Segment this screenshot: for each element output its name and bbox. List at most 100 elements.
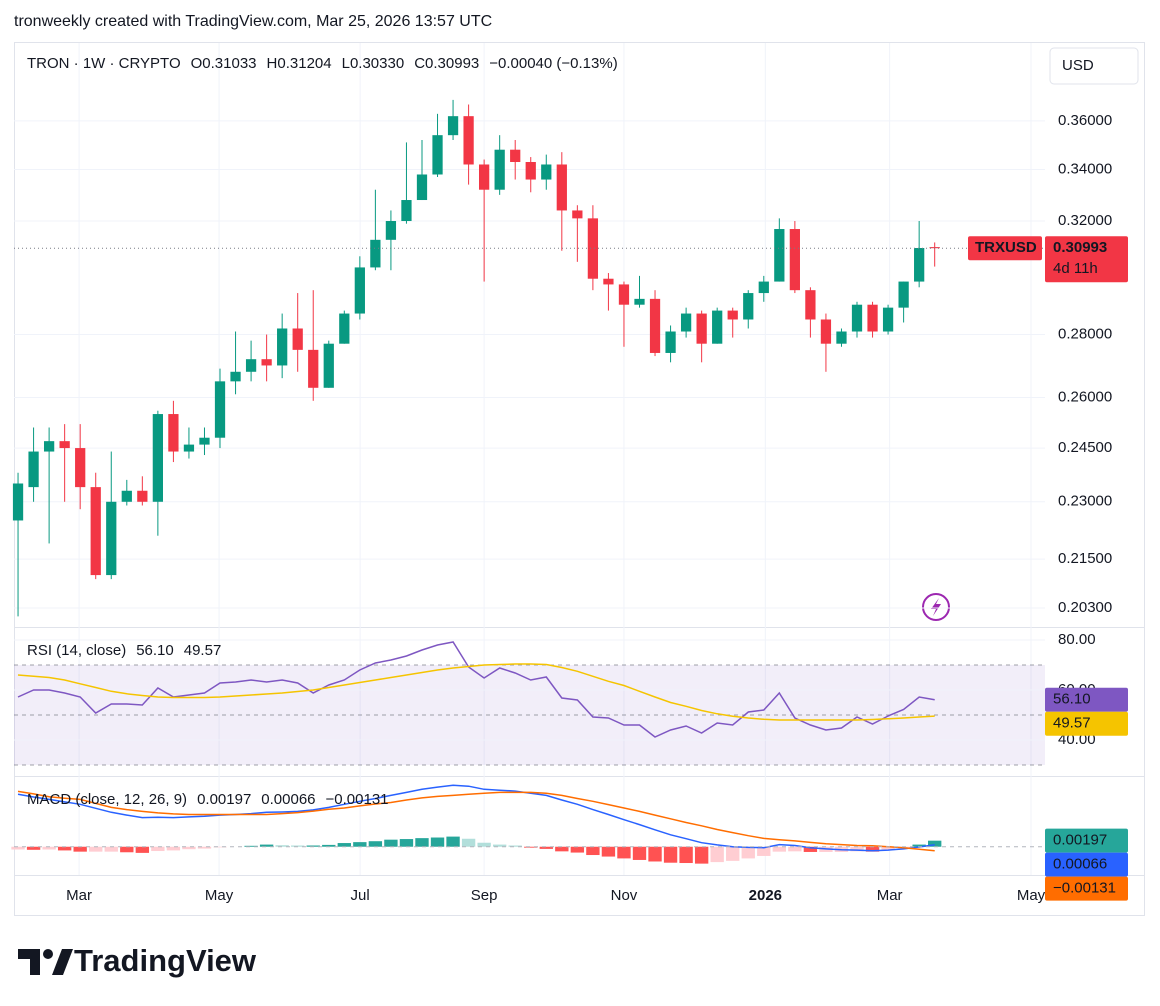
indicator-line — [17, 663, 935, 721]
indicator-line — [17, 784, 935, 852]
x-tick-label: May — [205, 887, 234, 904]
candle-body — [106, 501, 117, 576]
price-badge: 0.30993 — [1053, 239, 1107, 256]
candle-body — [401, 200, 412, 222]
candle-body — [867, 304, 878, 332]
candle-body — [214, 381, 226, 438]
candle-body — [183, 444, 195, 452]
legend-key: H — [267, 55, 278, 72]
y-tick-label: 0.24500 — [1058, 439, 1112, 456]
indicator-line — [17, 641, 935, 738]
histogram-bar — [461, 838, 476, 847]
candle-body — [510, 149, 521, 163]
candle-body — [805, 290, 816, 320]
x-tick-label: Jul — [351, 887, 370, 904]
histogram-bar — [120, 846, 134, 853]
y-tick-label: 0.28000 — [1058, 326, 1112, 343]
usd-button-box[interactable] — [1049, 47, 1139, 85]
legend-value: 56.10 — [136, 642, 174, 659]
y-tick-label: 0.32000 — [1058, 212, 1112, 229]
value-badge: −0.00131 — [1053, 880, 1116, 897]
histogram-bar — [477, 842, 491, 847]
candle-body — [882, 307, 894, 332]
x-tick-label: Nov — [611, 887, 638, 904]
histogram-bar — [182, 846, 196, 850]
value-badge: 49.57 — [1053, 715, 1091, 732]
chart-frame — [14, 42, 1145, 916]
alert-icon[interactable] — [922, 593, 950, 621]
candle-body — [75, 448, 86, 488]
candle-body — [137, 490, 148, 502]
x-tick-label: Mar — [877, 887, 903, 904]
histogram-bar — [368, 841, 383, 847]
candle-body — [494, 149, 505, 190]
candle-body — [277, 328, 288, 366]
value-badge-box — [1045, 876, 1128, 901]
candle-body — [354, 267, 365, 314]
histogram-bar — [446, 836, 460, 847]
candle-body — [898, 281, 909, 308]
histogram-bar — [384, 839, 398, 847]
histogram-bar — [11, 846, 25, 850]
y-tick-label: 0.23000 — [1058, 493, 1112, 510]
candle-body — [680, 313, 692, 332]
value-badge: 0.00066 — [1053, 856, 1107, 873]
candle-body — [479, 164, 490, 190]
histogram-bar — [508, 845, 522, 847]
candle-body — [603, 278, 614, 285]
histogram-bar — [570, 846, 585, 853]
y-tick-label: 0.36000 — [1058, 112, 1112, 129]
y-tick-label: 0.26000 — [1058, 389, 1112, 406]
histogram-bar — [601, 846, 616, 857]
candle-body — [261, 359, 272, 366]
candle-body — [432, 135, 443, 175]
candle-body — [712, 310, 723, 344]
countdown: 4d 11h — [1053, 260, 1098, 277]
candle-body — [90, 487, 101, 576]
histogram-bar — [850, 846, 864, 852]
histogram-bar — [275, 845, 289, 847]
candle-body — [121, 490, 132, 502]
value-badge: 0.00197 — [1053, 832, 1107, 849]
legend-change: −0.00040 (−0.13%) — [489, 55, 617, 72]
value-badge-box — [1045, 687, 1128, 712]
currency[interactable]: USD — [1062, 57, 1094, 74]
candle-body — [245, 359, 257, 372]
histogram-bar — [399, 839, 414, 847]
histogram-bar — [322, 844, 336, 847]
histogram-bar — [197, 846, 212, 849]
logo-slash — [52, 949, 73, 975]
histogram-bar — [524, 846, 538, 848]
legend-value: 0.00066 — [261, 791, 315, 808]
histogram-bar — [104, 846, 118, 852]
y-tick-label: 80.00 — [1058, 631, 1096, 648]
histogram-bar — [213, 846, 227, 848]
histogram-bar — [928, 840, 942, 847]
candle-body — [463, 116, 474, 165]
legend-value: 0.31033 — [202, 55, 256, 72]
usd-button[interactable]: USD — [1049, 47, 1139, 85]
histogram-bar — [881, 846, 895, 851]
histogram-bar — [73, 846, 87, 852]
histogram-bar — [337, 843, 351, 847]
candle-body — [696, 313, 707, 344]
candle-body — [447, 116, 459, 136]
x-tick-label: Sep — [471, 887, 498, 904]
x-tick-label: Mar — [66, 887, 92, 904]
alert-bolt[interactable] — [931, 598, 941, 616]
histogram-bar — [166, 846, 181, 851]
legend-title: TRON · 1W · CRYPTO — [27, 55, 181, 72]
candle-body — [634, 298, 645, 305]
candle-body — [727, 310, 738, 320]
symbol-badge-box — [968, 236, 1042, 261]
histogram-bar — [757, 846, 771, 856]
candle-body — [292, 328, 303, 350]
candle-body — [774, 229, 785, 282]
histogram-bar — [803, 846, 818, 852]
histogram-bar — [259, 844, 274, 847]
histogram-bar — [42, 846, 56, 850]
legend-key: O — [191, 55, 203, 72]
value-badge-box — [1045, 852, 1128, 877]
histogram-bar — [26, 846, 41, 850]
